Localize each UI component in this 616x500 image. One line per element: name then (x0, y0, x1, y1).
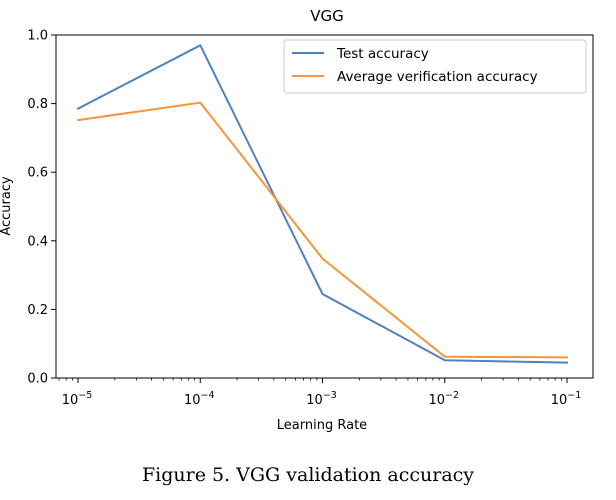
y-tick-label: 0.6 (27, 166, 48, 181)
x-tick-label: 10−2 (428, 390, 459, 408)
y-tick-label: 1.0 (27, 29, 48, 44)
series-line-2 (76, 101, 569, 359)
x-axis-label: Learning Rate (277, 418, 367, 433)
y-axis-label: Accuracy (0, 176, 14, 236)
series-layer (76, 44, 569, 364)
x-tick-label: 10−1 (551, 390, 582, 408)
y-tick-label: 0.4 (27, 234, 48, 249)
legend-label-1: Test accuracy (336, 46, 429, 62)
x-axis: 10−5 10−4 10−3 10−2 10−1 (58, 378, 582, 408)
vgg-line-chart: VGG 0.00.20.40.60.81.0 10−5 10−4 10−3 10−2 1… (0, 7, 594, 433)
y-axis: 0.0 0.2 0.4 0.6 0.8 1.0 (27, 29, 56, 387)
y-tick-label: 0.8 (27, 97, 48, 112)
figure-caption: Figure 5. VGG validation accuracy (141, 464, 475, 486)
legend-label-2: Average verification accuracy (337, 69, 538, 85)
legend: Test accuracy Average verification accura… (283, 39, 587, 94)
plot-frame (55, 34, 594, 379)
series-line-1 (76, 44, 569, 364)
legend-box (283, 39, 587, 94)
y-tick-label: 0.0 (27, 372, 48, 387)
chart-title: VGG (310, 7, 344, 25)
x-tick-label: 10−3 (306, 390, 337, 408)
x-tick-label: 10−4 (184, 390, 215, 408)
x-tick-label: 10−5 (62, 390, 93, 408)
y-tick-label: 0.2 (27, 303, 48, 318)
